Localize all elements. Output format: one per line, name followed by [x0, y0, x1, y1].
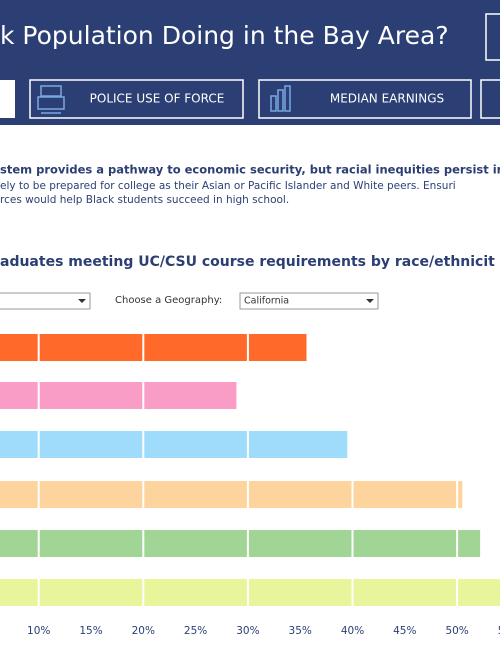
nav-label: POLICE USE OF FORCE	[90, 92, 225, 106]
dropdown-box	[239, 292, 379, 310]
nav-button[interactable]	[0, 80, 15, 118]
x-tick-label: 15%	[79, 625, 102, 637]
dropdown-arrow	[78, 299, 86, 303]
x-tick-label: 10%	[27, 625, 50, 637]
dropdown-box	[0, 292, 91, 310]
nav-button[interactable]	[480, 79, 500, 119]
header-title: k Population Doing in the Bay Area?	[0, 21, 449, 50]
x-tick-label: 25%	[184, 625, 207, 637]
nav-button-border	[29, 79, 244, 119]
intro-line: ely to be prepared for college as their …	[0, 180, 456, 192]
nav-button[interactable]: MEDIAN EARNINGS	[258, 79, 472, 119]
x-tick-label: 20%	[132, 625, 155, 637]
nav-button-border	[258, 79, 472, 119]
bar	[0, 530, 481, 557]
geography-label: Choose a Geography:	[115, 295, 222, 306]
dropdown-value: California	[244, 296, 289, 307]
header-box	[485, 13, 500, 61]
nav-button[interactable]: POLICE USE OF FORCE	[29, 79, 244, 119]
bar	[0, 481, 463, 508]
bar	[0, 431, 348, 458]
bar	[0, 579, 500, 606]
dropdown-arrow	[366, 299, 374, 303]
x-tick-label: 40%	[341, 625, 364, 637]
plot: 10% 15% 20% 25% 30% 35% 40% 45% 50% 55%	[0, 325, 500, 637]
x-tick-label: 30%	[236, 625, 259, 637]
intro-line: rces would help Black students succeed i…	[0, 194, 289, 206]
bar	[0, 334, 307, 361]
x-tick-label: 45%	[393, 625, 416, 637]
header-bg	[0, 0, 500, 125]
nav-label: MEDIAN EARNINGS	[330, 92, 444, 106]
nav-icon	[270, 85, 291, 112]
x-tick-label: 35%	[289, 625, 312, 637]
bar	[0, 382, 237, 409]
chart-title: aduates meeting UC/CSU course requiremen…	[0, 254, 495, 270]
dropdown[interactable]	[0, 292, 91, 310]
intro-line: stem provides a pathway to economic secu…	[0, 163, 500, 177]
x-tick-label: 50%	[445, 625, 468, 637]
nav-icon	[37, 85, 65, 114]
dropdown[interactable]: California	[239, 292, 379, 310]
x-tick-label: 55%	[498, 625, 500, 637]
